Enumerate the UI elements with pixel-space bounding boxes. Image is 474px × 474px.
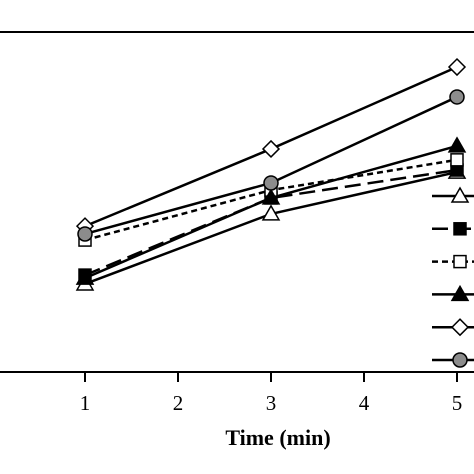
data-point [450,153,464,167]
data-point [449,89,465,105]
legend-marker [452,352,468,368]
legend-marker [453,254,467,269]
series-line [84,168,458,277]
data-point [261,139,281,159]
x-tick-label: 3 [266,391,277,415]
x-tick-label: 2 [173,391,184,415]
legend-marker [450,186,470,203]
data-point [77,226,93,242]
x-tick-label: 1 [80,391,91,415]
data-point [261,188,281,205]
x-tick-label: 5 [452,391,463,415]
x-tick-label: 4 [359,391,370,415]
legend-marker [450,284,470,302]
data-point [75,268,95,285]
legend-marker [450,318,470,337]
x-axis-label: Time (min) [225,425,330,450]
legend-marker [453,222,467,236]
data-point [263,175,279,191]
data-point [447,57,467,77]
data-point [261,204,281,221]
data-point [447,136,467,153]
